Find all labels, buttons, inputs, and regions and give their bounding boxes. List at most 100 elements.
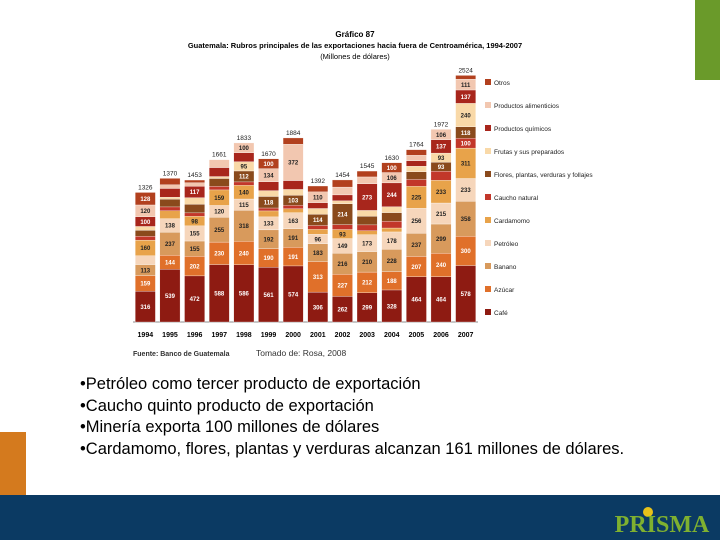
bar-segment	[159, 188, 181, 198]
legend-label: Café	[494, 310, 508, 317]
legend-swatch	[485, 79, 491, 85]
value-label: 133	[264, 222, 275, 228]
value-label: 100	[387, 166, 398, 172]
legend-label: Petróleo	[494, 241, 519, 248]
bar-segment	[208, 178, 230, 187]
bar-segment	[307, 208, 329, 215]
bar-segment	[356, 216, 378, 226]
value-label: 472	[190, 297, 201, 303]
bar-segment	[455, 75, 476, 80]
value-label: 140	[239, 190, 250, 196]
value-label: 240	[461, 113, 472, 119]
value-label: 561	[264, 293, 275, 299]
value-label: 255	[214, 228, 225, 234]
chart-subtitle: Guatemala: Rubros principales de las exp…	[188, 41, 522, 50]
value-label: 159	[140, 282, 151, 288]
value-label: 117	[190, 190, 200, 196]
bar-segment	[332, 224, 353, 230]
bar-segment	[258, 190, 279, 197]
bar-segment	[159, 178, 181, 185]
value-label: 173	[362, 241, 373, 247]
bar-segment	[430, 171, 452, 181]
bar-segment	[332, 186, 353, 196]
value-label: 313	[313, 275, 324, 281]
value-label: 300	[461, 249, 472, 255]
bar-segment	[430, 129, 452, 140]
value-label: 578	[461, 292, 472, 298]
bar-segment	[332, 179, 353, 188]
bar-segment	[184, 197, 205, 205]
bar-segment	[332, 200, 353, 204]
footer-band	[0, 495, 720, 540]
bar-segment	[381, 227, 403, 233]
value-label: 163	[288, 219, 299, 225]
legend-swatch	[485, 148, 491, 154]
bar-segment	[381, 212, 403, 222]
bar-segment	[184, 182, 205, 187]
value-label: 464	[436, 298, 447, 304]
total-label: 1972	[434, 121, 449, 128]
bar-segment	[258, 158, 279, 169]
bar-segment	[282, 205, 304, 209]
value-label: 233	[461, 188, 472, 194]
chart-title: Gráfico 87	[335, 30, 375, 39]
bar-segment	[282, 137, 304, 145]
value-label: 464	[411, 298, 422, 304]
accent-orange	[0, 432, 26, 495]
total-label: 2524	[458, 67, 473, 74]
value-label: 100	[461, 142, 472, 148]
bar-segment	[307, 202, 329, 209]
bar-segment	[159, 210, 181, 219]
value-label: 137	[461, 95, 472, 101]
value-label: 118	[461, 131, 471, 137]
x-tick-label: 1997	[211, 332, 227, 339]
value-label: 192	[264, 238, 275, 244]
bar-segment	[356, 176, 378, 184]
x-tick-label: 2003	[359, 332, 375, 339]
value-label: 103	[288, 199, 299, 205]
bar-segment	[406, 171, 427, 180]
value-label: 100	[239, 146, 250, 152]
legend-swatch	[485, 217, 491, 223]
value-label: 95	[241, 165, 248, 171]
bar-segment	[406, 160, 427, 167]
bar-segment	[381, 206, 403, 213]
value-label: 262	[337, 308, 348, 314]
value-label: 306	[313, 305, 324, 311]
bar-segment	[184, 179, 205, 183]
x-tick-label: 2002	[335, 332, 351, 339]
value-label: 215	[436, 212, 447, 218]
total-label: 1630	[385, 155, 400, 162]
value-label: 210	[362, 260, 373, 266]
value-label: 118	[264, 201, 274, 207]
legend-swatch	[485, 263, 491, 269]
logo-sun	[643, 507, 653, 517]
value-label: 318	[239, 224, 250, 230]
total-label: 1670	[261, 151, 276, 158]
bullet: •Caucho quinto producto de exportación	[80, 396, 374, 415]
value-label: 96	[314, 237, 321, 243]
legend-label: Banano	[494, 264, 517, 271]
legend-label: Productos alimenticios	[494, 103, 560, 110]
value-label: 120	[140, 209, 151, 215]
bar-segment	[307, 225, 329, 230]
value-label: 112	[239, 175, 249, 181]
x-tick-label: 2007	[458, 332, 474, 339]
value-label: 106	[436, 133, 447, 139]
chart-note: Tomado de: Rosa, 2008	[256, 348, 347, 358]
value-label: 574	[288, 292, 299, 298]
value-label: 202	[190, 264, 201, 270]
logo: PRISMA	[615, 512, 710, 538]
value-label: 240	[239, 251, 250, 257]
value-label: 98	[191, 219, 198, 225]
value-label: 190	[264, 256, 275, 262]
value-label: 155	[190, 247, 201, 253]
value-label: 316	[140, 305, 151, 311]
value-label: 183	[313, 251, 324, 257]
value-label: 588	[214, 292, 225, 298]
x-tick-label: 1994	[138, 332, 154, 339]
legend-swatch	[485, 286, 491, 292]
value-label: 299	[436, 237, 447, 243]
value-label: 149	[337, 244, 348, 250]
